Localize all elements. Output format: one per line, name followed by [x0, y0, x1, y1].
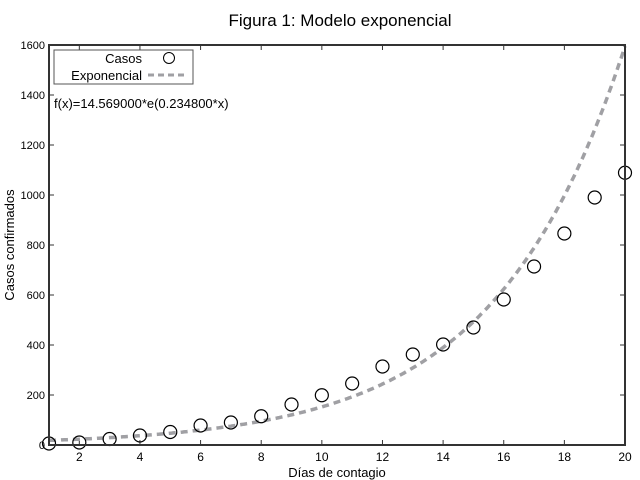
- x-tick-label: 4: [137, 450, 144, 464]
- data-point-casos: [496, 292, 511, 307]
- x-axis-label: Días de contagio: [288, 465, 386, 480]
- data-point-casos: [223, 415, 238, 430]
- data-point-casos: [557, 226, 572, 241]
- legend-marker-casos: [163, 52, 175, 64]
- y-tick-label: 800: [27, 240, 45, 252]
- chart-title: Figura 1: Modelo exponencial: [228, 11, 451, 30]
- data-point-casos: [526, 259, 542, 274]
- legend: Casos Exponencial: [53, 49, 194, 85]
- y-tick-label: 1600: [21, 40, 45, 52]
- y-tick-label: 600: [27, 290, 45, 302]
- legend-label-casos: Casos: [105, 51, 142, 66]
- x-tick-label: 14: [436, 450, 450, 464]
- y-tick-label: 1000: [21, 190, 45, 202]
- y-tick-label: 400: [27, 340, 45, 352]
- y-tick-label: 200: [27, 390, 45, 402]
- series-exponencial-line: [48, 45, 627, 443]
- y-tick-label: 1200: [21, 140, 45, 152]
- x-tick-label: 18: [558, 450, 572, 464]
- data-point-casos: [587, 190, 602, 205]
- x-tick-label: 16: [497, 450, 511, 464]
- data-point-casos: [132, 428, 148, 443]
- data-point-casos: [163, 424, 178, 440]
- y-tick-label: 0: [39, 440, 45, 452]
- data-point-casos: [405, 347, 420, 362]
- fit-annotation: f(x)=14.569000*e(0.234800*x): [54, 96, 229, 111]
- data-point-casos: [254, 409, 269, 424]
- data-point-casos: [345, 376, 360, 391]
- plot-frame: [48, 44, 626, 446]
- x-tick-label: 2: [76, 450, 83, 464]
- legend-box: [53, 49, 194, 85]
- data-point-casos: [436, 337, 451, 352]
- data-point-casos: [375, 359, 390, 374]
- data-point-casos: [193, 418, 208, 433]
- data-point-casos: [466, 320, 481, 335]
- x-tick-label: 20: [618, 450, 632, 464]
- x-tick-label: 8: [258, 450, 265, 464]
- x-tick-label: 10: [315, 450, 329, 464]
- legend-label-exponencial: Exponencial: [71, 68, 142, 83]
- x-tick-label: 6: [197, 450, 204, 464]
- y-axis-label: Casos confirmados: [2, 189, 17, 301]
- y-tick-label: 1400: [21, 90, 45, 102]
- data-point-casos: [284, 397, 299, 412]
- x-tick-label: 12: [376, 450, 390, 464]
- data-point-casos: [314, 388, 329, 403]
- data-point-casos: [72, 435, 87, 450]
